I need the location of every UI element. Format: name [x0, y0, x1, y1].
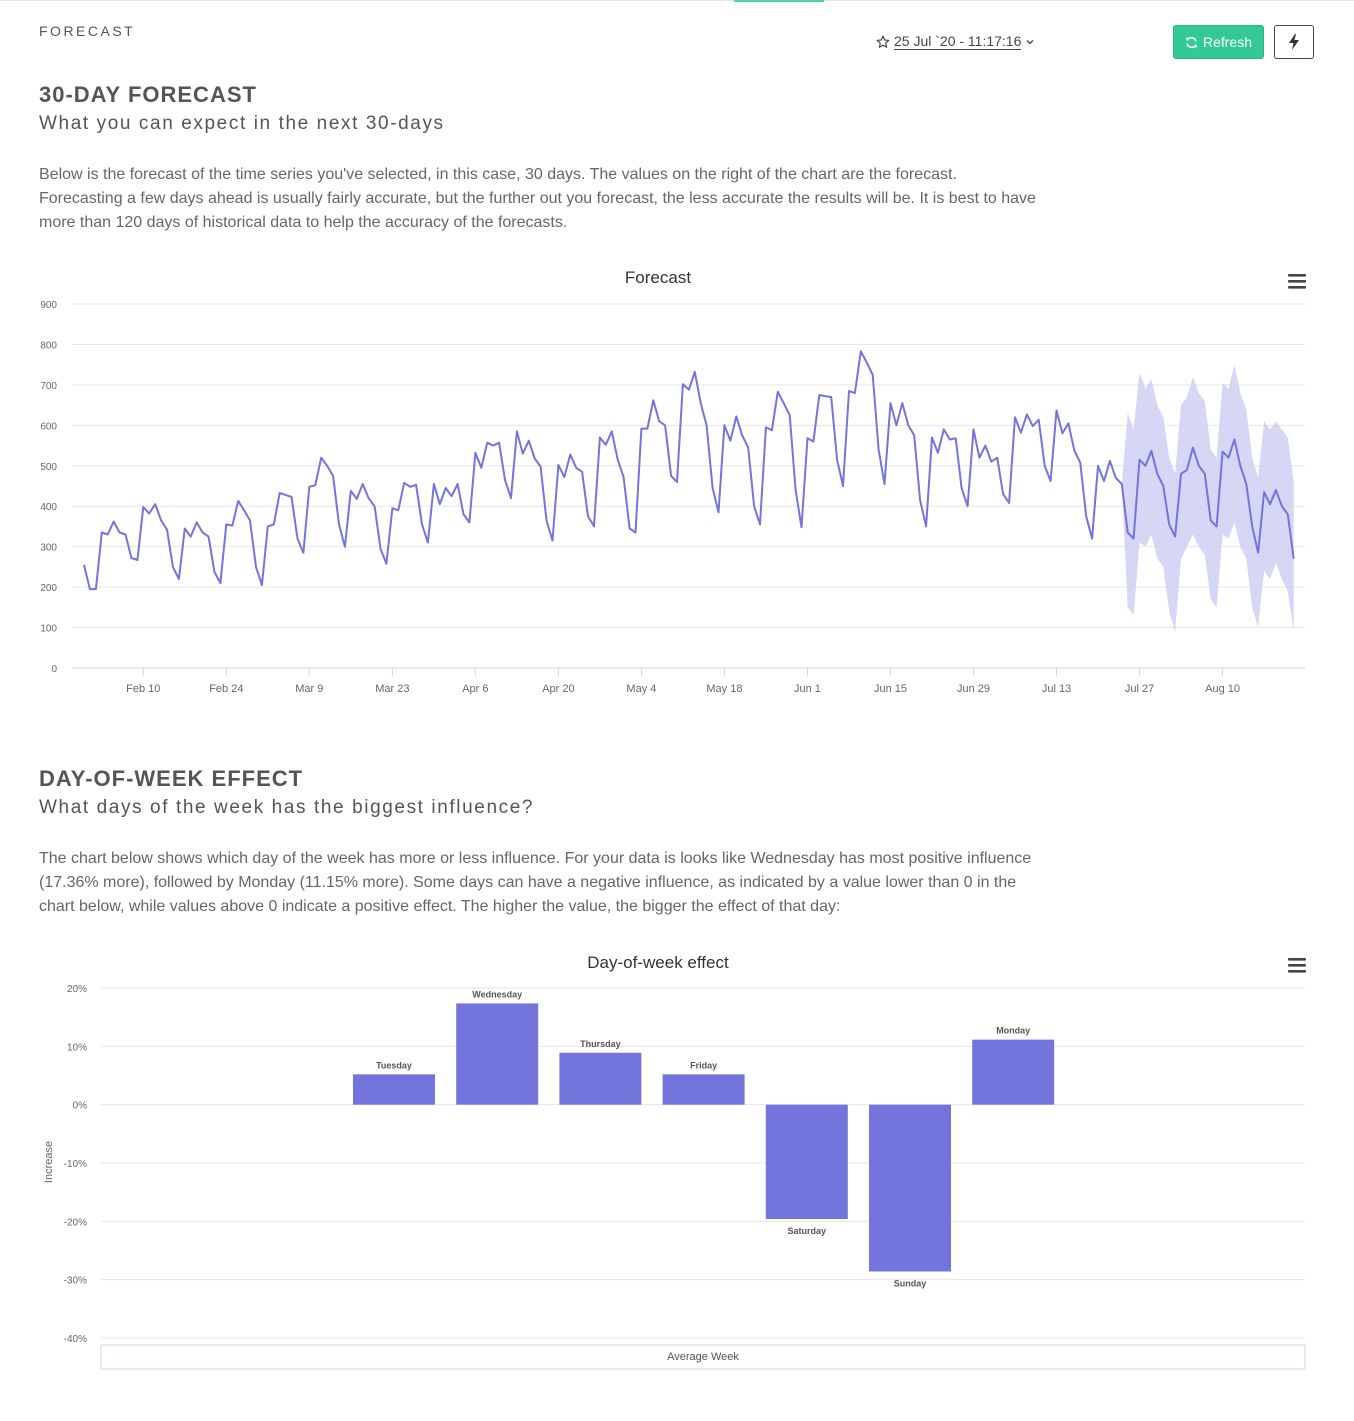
refresh-button[interactable]: Refresh [1173, 25, 1264, 59]
dow-bar-wednesday [456, 1003, 539, 1105]
forecast-y-tick-label: 300 [40, 543, 57, 554]
dow-bar-tuesday [353, 1074, 435, 1105]
forecast-y-tick-label: 100 [40, 624, 57, 635]
menu-line[interactable] [1288, 280, 1306, 283]
forecast-y-tick-label: 900 [40, 300, 57, 311]
dow-y-tick-label: -20% [64, 1217, 87, 1228]
menu-line[interactable] [1288, 970, 1306, 973]
dow-chart-menu-icon[interactable] [1288, 958, 1306, 973]
dow-section-description: The chart below shows which day of the w… [39, 850, 1032, 915]
dow-y-tick-label: -40% [64, 1334, 87, 1345]
dow-y-tick-label: 20% [67, 984, 87, 995]
forecast-y-tick-label: 400 [40, 502, 57, 513]
top-border [0, 0, 1354, 1]
forecast-x-tick-label: Apr 20 [542, 683, 574, 695]
menu-line[interactable] [1288, 286, 1306, 289]
quick-action-button[interactable] [1274, 25, 1314, 59]
bolt-icon [1289, 34, 1299, 50]
dow-x-axis-label: Average Week [667, 1351, 739, 1363]
dow-bar-label: Sunday [894, 1279, 927, 1289]
dow-y-tick-label: 0% [73, 1101, 88, 1112]
star-icon[interactable] [876, 35, 890, 49]
forecast-series-line [83, 350, 1295, 591]
dow-chart-title: Day-of-week effect [587, 953, 729, 972]
forecast-x-tick-label: Apr 6 [462, 683, 488, 695]
dow-bar-sunday [869, 1104, 951, 1272]
timestamp[interactable]: 25 Jul `20 - 11:17:16 [894, 33, 1022, 50]
dow-section-title: DAY-OF-WEEK EFFECT [39, 766, 304, 791]
forecast-x-tick-label: Mar 9 [295, 683, 323, 695]
dow-chart: Day-of-week effect 20% 10% 0% -10% -20% -30% -4… [43, 953, 1306, 1370]
dow-y-tick-label: 10% [67, 1042, 87, 1053]
forecast-x-tick-label: Jul 13 [1042, 683, 1071, 695]
refresh-icon [1185, 36, 1198, 48]
page-label: FORECAST [39, 23, 136, 39]
dow-bar-label: Thursday [580, 1039, 621, 1049]
forecast-x-tick-label: Aug 10 [1205, 683, 1240, 695]
dow-section-subtitle: What days of the week has the biggest in… [39, 797, 535, 818]
chevron-down-icon[interactable] [1025, 37, 1035, 47]
dow-bar-label: Saturday [788, 1226, 827, 1236]
dow-x-axis-box [100, 1344, 1306, 1370]
refresh-label[interactable]: Refresh [1202, 34, 1253, 50]
forecast-x-tick-label: May 4 [626, 683, 656, 695]
menu-line[interactable] [1288, 964, 1306, 967]
forecast-y-tick-label: 0 [51, 664, 57, 675]
menu-line[interactable] [1288, 274, 1306, 277]
forecast-x-tick-label: Jun 29 [957, 683, 990, 695]
forecast-y-tick-label: 600 [40, 421, 57, 432]
forecast-x-tick-label: Feb 10 [126, 683, 160, 695]
dow-bar-saturday [765, 1104, 848, 1219]
forecast-y-tick-label: 800 [40, 340, 57, 351]
dow-y-tick-label: -10% [64, 1159, 87, 1170]
dow-y-axis-label: Increase [43, 1141, 55, 1183]
forecast-x-tick-label: Mar 23 [375, 683, 409, 695]
forecast-y-tick-label: 500 [40, 462, 57, 473]
dow-y-tick-label: -30% [64, 1276, 87, 1287]
forecast-x-tick-label: Jun 1 [794, 683, 821, 695]
forecast-chart-menu-icon[interactable] [1288, 274, 1306, 289]
forecast-x-tick-label: May 18 [706, 683, 742, 695]
forecast-x-tick-label: Jul 27 [1125, 683, 1154, 695]
forecast-chart-title: Forecast [625, 268, 691, 287]
dow-bar-label: Friday [690, 1060, 717, 1070]
dow-bar-thursday [559, 1052, 642, 1105]
forecast-y-tick-label: 700 [40, 381, 57, 392]
menu-line[interactable] [1288, 958, 1306, 961]
dow-bar-monday [972, 1039, 1055, 1105]
forecast-y-tick-label: 200 [40, 583, 57, 594]
dow-bar-label: Monday [996, 1026, 1030, 1036]
forecast-section-title: 30-DAY FORECAST [39, 82, 257, 107]
forecast-chart: Forecast 0 100 200 300 400 500 600 700 800 900 Feb … [40, 268, 1306, 695]
forecast-section-description: Below is the forecast of the time series… [39, 166, 1036, 231]
forecast-x-tick-label: Jun 15 [874, 683, 907, 695]
date-picker[interactable]: 25 Jul `20 - 11:17:16 [876, 33, 1035, 50]
dow-bar-label: Tuesday [376, 1060, 412, 1070]
dow-bar-friday [662, 1074, 745, 1105]
forecast-x-tick-label: Feb 24 [209, 683, 243, 695]
forecast-section-subtitle: What you can expect in the next 30-days [39, 113, 445, 134]
dow-bar-label: Wednesday [472, 989, 522, 999]
active-tab-indicator [734, 0, 824, 2]
